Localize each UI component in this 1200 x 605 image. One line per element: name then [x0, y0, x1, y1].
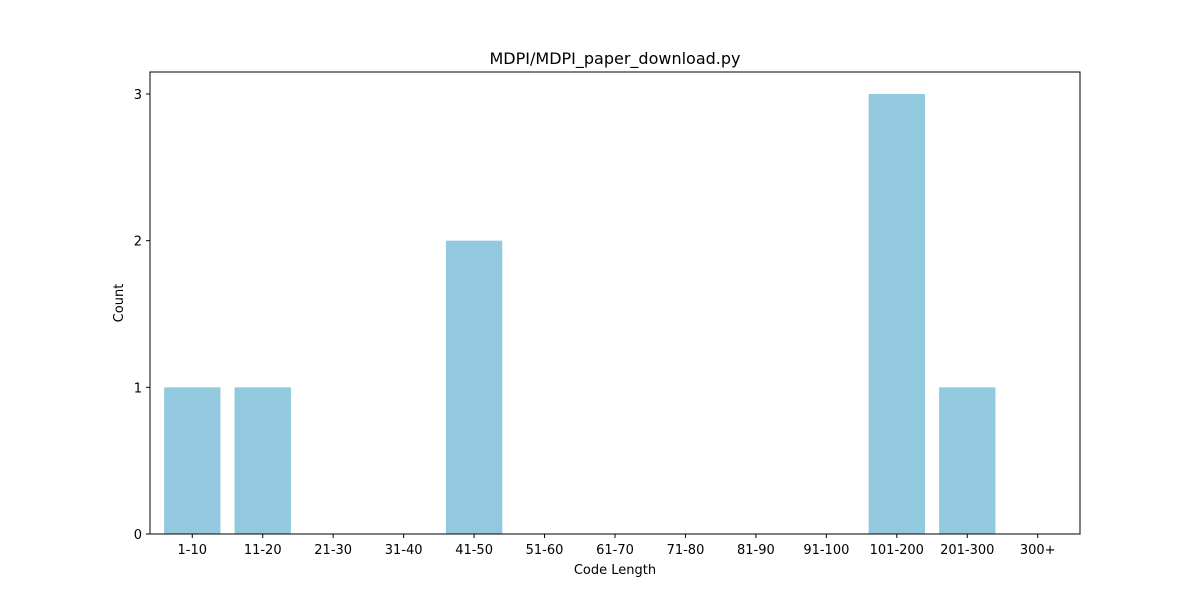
y-axis-label: Count	[112, 284, 127, 323]
bar-41-50	[445, 240, 503, 534]
x-tick-label: 91-100	[803, 543, 849, 558]
bar-11-20	[234, 387, 291, 534]
x-tick-label: 71-80	[667, 543, 705, 558]
bars-group	[164, 94, 996, 534]
y-axis-ticks: 0 1 2 3	[134, 88, 150, 543]
x-tick-label: 1-10	[178, 543, 208, 558]
x-tick-label: 201-300	[940, 543, 994, 558]
x-tick-label: 11-20	[244, 543, 282, 558]
x-tick-label: 61-70	[596, 543, 634, 558]
y-tick-label: 0	[134, 528, 142, 543]
y-tick-label: 2	[134, 235, 142, 250]
x-tick-label: 41-50	[455, 543, 493, 558]
x-tick-label: 31-40	[385, 543, 423, 558]
x-axis-ticks: 1-10 11-20 21-30 31-40 41-50 51-60 61-70 71-80 8…	[178, 534, 1056, 558]
y-tick-label: 3	[134, 88, 142, 103]
y-tick-label: 1	[134, 381, 142, 396]
bar-101-200	[868, 94, 925, 534]
x-axis-label: Code Length	[574, 563, 656, 578]
x-tick-label: 101-200	[870, 543, 924, 558]
x-tick-label: 21-30	[314, 543, 352, 558]
x-tick-label: 300+	[1020, 543, 1056, 558]
bar-201-300	[939, 387, 996, 534]
bar-1-10	[164, 387, 221, 534]
chart-title: MDPI/MDPI_paper_download.py	[490, 49, 741, 69]
x-tick-label: 81-90	[737, 543, 775, 558]
x-tick-label: 51-60	[526, 543, 564, 558]
